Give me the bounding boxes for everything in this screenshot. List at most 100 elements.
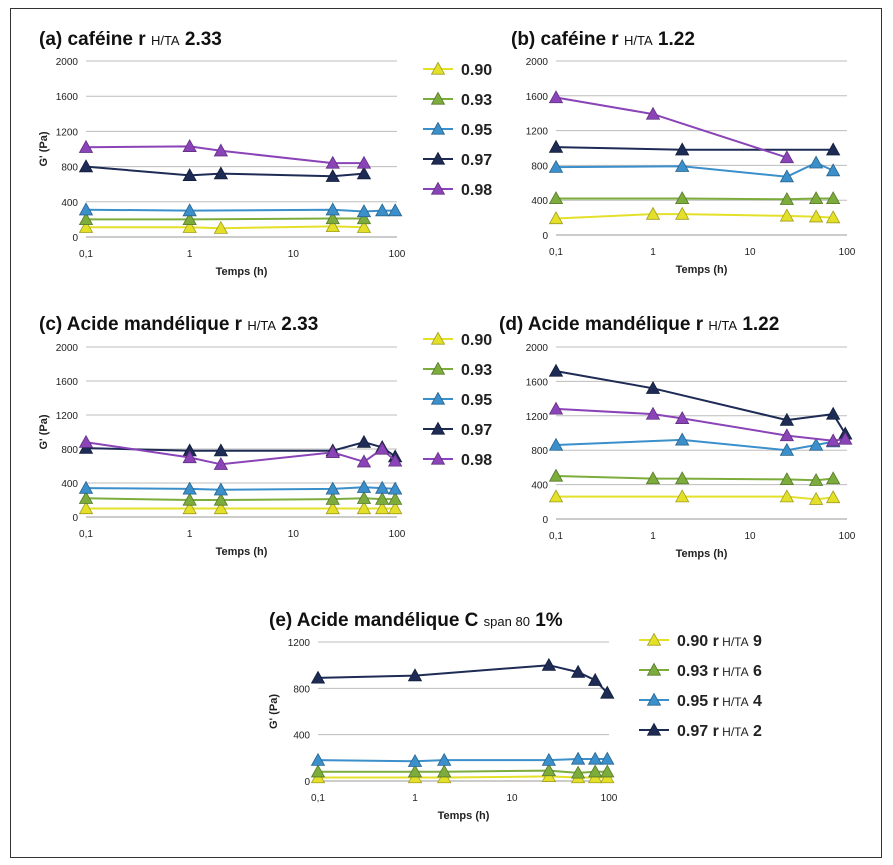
legend-marker: [646, 632, 662, 646]
data-point: [325, 491, 340, 505]
y-tick-label: 1600: [56, 92, 79, 103]
legend-marker: [430, 331, 446, 345]
legend-label: 0.95: [461, 392, 492, 409]
data-point: [325, 481, 340, 495]
data-point: [600, 751, 615, 765]
data-point: [548, 211, 564, 225]
data-point: [78, 202, 94, 216]
data-point: [356, 211, 372, 225]
data-point: [548, 363, 564, 377]
series-line: [86, 225, 365, 230]
data-point: [600, 685, 615, 699]
legend-marker: [646, 692, 662, 706]
data-point: [779, 412, 795, 426]
data-point: [779, 442, 795, 456]
y-tick-label: 2000: [56, 343, 79, 354]
data-point: [675, 411, 690, 424]
legend-label: 0.90: [461, 332, 492, 349]
data-point: [387, 203, 403, 217]
data-point: [325, 501, 340, 515]
data-point: [387, 453, 403, 467]
y-tick-label: 2000: [526, 343, 549, 354]
data-point: [213, 492, 229, 506]
data-point: [78, 159, 94, 173]
data-point: [213, 143, 229, 157]
x-axis-label: Temps (h): [216, 266, 268, 278]
y-tick-label: 1200: [288, 638, 311, 649]
data-point: [387, 481, 403, 495]
data-point: [213, 220, 229, 234]
data-point: [375, 491, 390, 505]
data-point: [808, 472, 824, 486]
data-point: [325, 211, 340, 225]
y-tick-label: 1200: [56, 411, 79, 422]
series-a-2: [78, 202, 403, 218]
data-point: [182, 492, 197, 506]
data-point: [548, 191, 564, 205]
data-point: [808, 491, 824, 505]
data-point: [675, 432, 690, 446]
series-b-3: [548, 139, 841, 156]
data-point: [779, 150, 795, 164]
series-b-4: [548, 90, 795, 164]
data-point: [548, 401, 564, 415]
x-tick-label: 100: [839, 531, 856, 542]
data-point: [808, 209, 824, 223]
y-tick-label: 0: [542, 515, 548, 526]
series-line: [555, 475, 834, 482]
y-tick-label: 2000: [526, 57, 549, 68]
legend-label: 0.97: [461, 422, 492, 439]
data-point: [375, 480, 390, 494]
x-tick-label: 1: [187, 249, 193, 260]
panel-title-b: (b) caféine r H/TA 1.22: [511, 29, 695, 50]
legend-marker: [430, 151, 446, 165]
data-point: [182, 139, 197, 152]
data-point: [570, 664, 586, 678]
x-axis-label: Temps (h): [438, 810, 490, 822]
data-point: [182, 219, 197, 233]
data-point: [541, 752, 557, 766]
legend-marker: [646, 722, 662, 736]
y-tick-label: 1600: [526, 92, 549, 103]
legend-marker: [430, 181, 446, 195]
legend-label: 0.98: [461, 452, 492, 469]
data-point: [587, 764, 603, 778]
series-line: [318, 775, 608, 779]
series-line: [555, 146, 834, 151]
legend-e: 0.90 r H/TA 9 0.93 r H/TA 6 0.95 r H/TA 4 0…: [639, 632, 762, 740]
y-tick-label: 1600: [526, 377, 549, 388]
data-point: [356, 454, 372, 468]
legend-label: 0.97 r H/TA 2: [677, 723, 762, 740]
data-point: [407, 764, 423, 778]
data-point: [548, 159, 564, 173]
series-line: [555, 438, 834, 452]
data-point: [825, 163, 841, 177]
y-tick-label: 400: [61, 198, 78, 209]
data-point: [213, 456, 229, 470]
data-point: [356, 204, 372, 218]
data-point: [570, 751, 586, 765]
data-point: [78, 212, 94, 225]
legend-label: 0.93: [461, 362, 492, 379]
y-tick-label: 800: [531, 161, 548, 172]
data-point: [808, 155, 824, 169]
data-point: [213, 482, 229, 496]
data-point: [808, 191, 824, 205]
data-point: [779, 472, 795, 486]
series-line: [317, 758, 608, 763]
series-e-2: [310, 751, 615, 767]
series-line: [555, 407, 846, 442]
y-tick-label: 0: [72, 513, 78, 524]
x-axis-label: Temps (h): [676, 548, 728, 560]
data-point: [548, 139, 564, 153]
x-tick-label: 10: [506, 793, 518, 804]
series-e-3: [310, 657, 615, 699]
series-b-0: [548, 206, 841, 225]
series-line: [85, 486, 396, 491]
x-tick-label: 0,1: [79, 249, 93, 260]
x-tick-label: 0,1: [549, 531, 563, 542]
data-point: [645, 380, 661, 394]
data-point: [587, 672, 603, 686]
data-point: [570, 765, 586, 779]
data-point: [548, 437, 564, 451]
